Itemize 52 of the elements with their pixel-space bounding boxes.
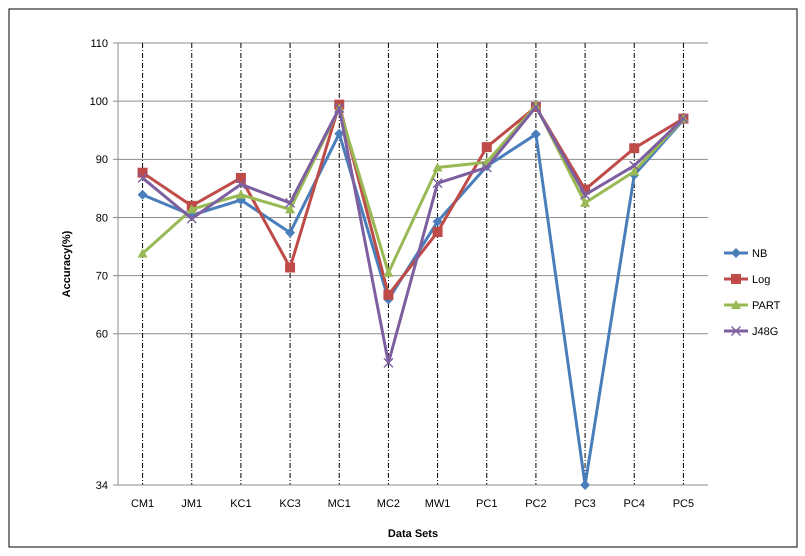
x-tick-label: MC1 xyxy=(328,498,351,510)
point xyxy=(138,190,148,200)
x-tick-label: PC5 xyxy=(672,498,694,510)
x-tick-label: KC3 xyxy=(279,498,301,510)
point xyxy=(580,480,590,490)
point xyxy=(186,214,197,224)
x-tick-label: KC1 xyxy=(230,498,252,510)
point xyxy=(629,160,640,171)
point xyxy=(629,166,640,176)
point xyxy=(285,228,296,238)
point xyxy=(383,268,394,277)
point xyxy=(432,178,443,188)
point xyxy=(138,248,148,258)
x-tick-label: PC4 xyxy=(624,498,645,510)
point xyxy=(432,216,443,227)
point xyxy=(482,142,492,152)
x-tick-label: PC3 xyxy=(574,498,596,510)
point xyxy=(432,162,443,172)
legend-label: PART xyxy=(752,300,781,312)
point xyxy=(285,198,296,208)
x-tick-label: MC2 xyxy=(376,498,400,510)
point xyxy=(432,227,443,238)
x-tick-label: CM1 xyxy=(130,498,154,510)
point xyxy=(629,143,640,154)
y-tick-label: 90 xyxy=(96,154,108,166)
y-tick-label: 110 xyxy=(90,38,108,50)
point xyxy=(236,179,246,190)
y-tick-label: 60 xyxy=(96,328,108,341)
y-tick-label: 80 xyxy=(96,212,108,224)
y-tick-label: 34 xyxy=(96,480,108,492)
x-tick-label: MW1 xyxy=(424,498,450,510)
point xyxy=(580,198,590,207)
x-tick-label: PC1 xyxy=(476,498,498,510)
point xyxy=(580,190,590,200)
x-tick-label: JM1 xyxy=(181,498,202,510)
point xyxy=(383,290,394,300)
x-tick-label: PC2 xyxy=(525,498,547,510)
point xyxy=(138,172,148,183)
y-axis-title: Accuracy(%) xyxy=(61,230,73,298)
legend-label: NB xyxy=(752,248,768,260)
y-tick-label: 70 xyxy=(96,270,108,282)
point xyxy=(334,128,344,139)
y-tick-label: 100 xyxy=(90,96,108,108)
x-axis-title: Data Sets xyxy=(388,528,438,540)
point xyxy=(285,204,296,214)
point xyxy=(285,262,296,272)
legend-label: J48G xyxy=(752,326,778,338)
legend-label: Log xyxy=(752,274,770,286)
point xyxy=(186,204,197,214)
point xyxy=(383,358,394,368)
point xyxy=(236,190,246,199)
point xyxy=(530,129,541,140)
